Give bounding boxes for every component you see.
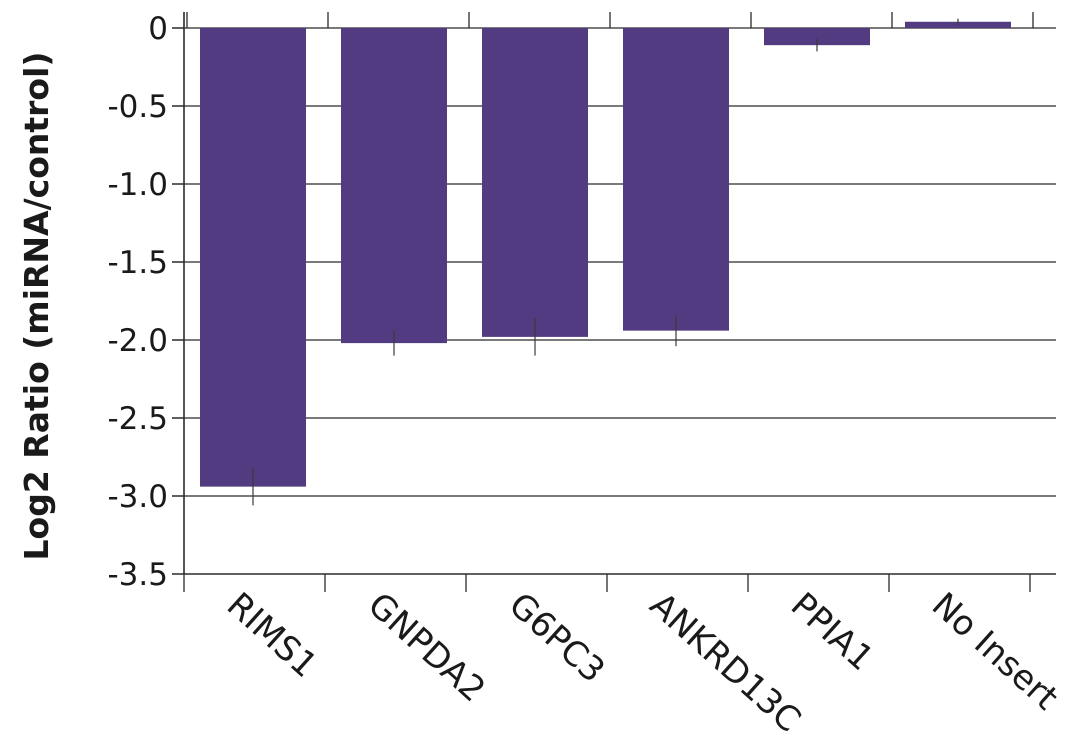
x-category-label: GNPDA2 [360, 585, 493, 710]
bar [905, 21, 1011, 28]
y-tick-label: -1.5 [108, 245, 169, 281]
bar [764, 28, 870, 46]
y-tick-label: -2.0 [108, 323, 169, 359]
y-tick-label: -1.0 [108, 167, 169, 203]
bar [341, 28, 447, 344]
x-category-label: PPIA1 [783, 585, 881, 679]
y-tick-label: -3.0 [108, 479, 169, 515]
y-tick-label: -3.5 [108, 557, 169, 593]
bar [200, 28, 306, 487]
x-category-label: G6PC3 [501, 585, 612, 691]
x-category-label: No Insert [924, 585, 1066, 718]
y-tick-label: 0 [148, 11, 168, 47]
y-tick-labels: 0 -0.5 -1.0 -1.5 -2.0 -2.5 -3.0 -3.5 [108, 11, 169, 593]
axes [172, 12, 1056, 592]
gridlines [184, 27, 1056, 497]
y-tick-label: -0.5 [108, 89, 169, 125]
y-axis-title: Log2 Ratio (miRNA/control) [17, 52, 56, 561]
bar [482, 28, 588, 337]
x-category-label: RIMS1 [219, 585, 325, 686]
y-tick-label: -2.5 [108, 401, 169, 437]
bars [200, 18, 1011, 506]
bar [623, 28, 729, 331]
x-category-label: ANKRD13C [642, 585, 808, 740]
